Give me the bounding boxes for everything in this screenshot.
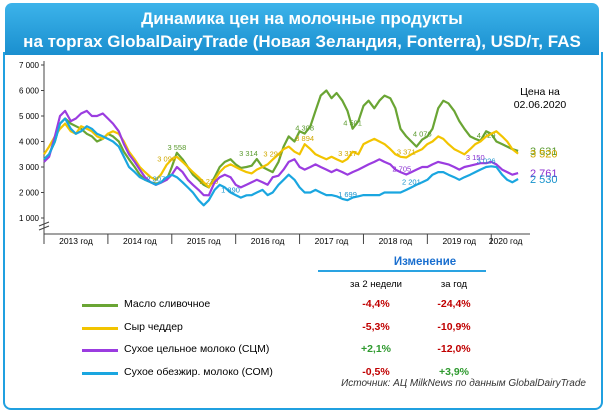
- legend-change-year: -10,9%: [437, 321, 471, 333]
- data-label: 3 520: [530, 149, 558, 161]
- data-label: 3 314: [239, 149, 258, 158]
- y-tick-label: 7 000: [19, 61, 40, 70]
- legend-col-2weeks: за 2 недели: [350, 279, 402, 290]
- series-line-1: [43, 89, 519, 189]
- source-note: Источник: АЦ MilkNews по данным GlobalDa…: [341, 378, 586, 389]
- x-tick-label: 2018 год: [379, 236, 413, 246]
- y-tick-label: 5 000: [19, 112, 40, 121]
- data-label: 3 558: [168, 143, 187, 152]
- legend-swatch: [82, 349, 118, 352]
- legend-header-rule: [318, 270, 486, 272]
- axis-break-mark: [38, 221, 50, 231]
- x-tick-label: 2014 год: [123, 236, 157, 246]
- legend-label: Сыр чеддер: [124, 321, 183, 333]
- data-label: 2 201: [402, 177, 421, 186]
- data-label: 3 317: [338, 149, 357, 158]
- data-label: 3 894: [295, 134, 314, 143]
- price-date-label: Цена на: [520, 86, 560, 98]
- data-label: 3 150: [466, 153, 485, 162]
- data-label: 2 705: [392, 165, 411, 174]
- legend-change-2weeks: -0,5%: [362, 366, 390, 378]
- legend-label: Сухое цельное молоко (СЦМ): [124, 343, 270, 355]
- x-tick-label: 2020 год: [489, 236, 523, 246]
- data-label: 4 076: [413, 130, 432, 139]
- legend-change-year: -24,4%: [437, 298, 471, 310]
- x-tick-label: 2015 год: [187, 236, 221, 246]
- y-tick-label: 3 000: [19, 163, 40, 172]
- data-label: 4 308: [295, 124, 314, 133]
- legend-header: Изменение: [393, 256, 457, 268]
- chart-card: [3, 52, 603, 410]
- y-tick-label: 6 000: [19, 87, 40, 96]
- x-tick-label: 2017 год: [315, 236, 349, 246]
- data-label: 4 501: [343, 119, 362, 128]
- legend-swatch: [82, 327, 118, 330]
- chart-title-line1: Динамика цен на молочные продукты: [141, 9, 463, 28]
- legend-swatch: [82, 304, 118, 307]
- data-label: 2 210: [199, 177, 218, 186]
- y-tick-label: 4 000: [19, 138, 40, 147]
- data-label: 3 631: [530, 146, 558, 158]
- x-tick-label: 2019 год: [442, 236, 476, 246]
- legend-col-year: за год: [440, 279, 468, 290]
- title-banner: Динамика цен на молочные продукты на тор…: [5, 3, 599, 55]
- x-tick-label: 2016 год: [251, 236, 285, 246]
- series-line-4: [43, 117, 519, 207]
- legend-change-year: +3,9%: [438, 366, 470, 378]
- data-label: 1 699: [338, 190, 357, 199]
- legend-swatch: [82, 372, 118, 375]
- legend-change-year: -12,0%: [437, 343, 471, 355]
- data-label: 1 890: [221, 185, 240, 194]
- y-tick-label: 2 000: [19, 189, 40, 198]
- legend-label: Сухое обезжир. молоко (СОМ): [124, 366, 273, 378]
- data-label: 3 294: [263, 150, 282, 159]
- legend-change-2weeks: -5,3%: [362, 321, 390, 333]
- series-line-3: [43, 109, 519, 197]
- data-label: 3 026: [477, 156, 496, 165]
- data-label: 2 761: [530, 168, 558, 180]
- legend-change-2weeks: -4,4%: [362, 298, 390, 310]
- y-tick-label: 1 000: [19, 214, 40, 223]
- data-label: 2 530: [530, 174, 558, 186]
- data-label: 2 307: [146, 175, 165, 184]
- legend-label: Масло сливочное: [124, 298, 211, 310]
- x-tick-label: 2013 год: [59, 236, 93, 246]
- price-date-value: 02.06.2020: [513, 99, 567, 111]
- legend-change-2weeks: +2,1%: [360, 343, 392, 355]
- data-label: 3 371: [397, 148, 416, 157]
- chart-title-line2: на торгах GlobalDairyTrade (Новая Зеланд…: [23, 32, 581, 51]
- data-label: 3 090: [157, 155, 176, 164]
